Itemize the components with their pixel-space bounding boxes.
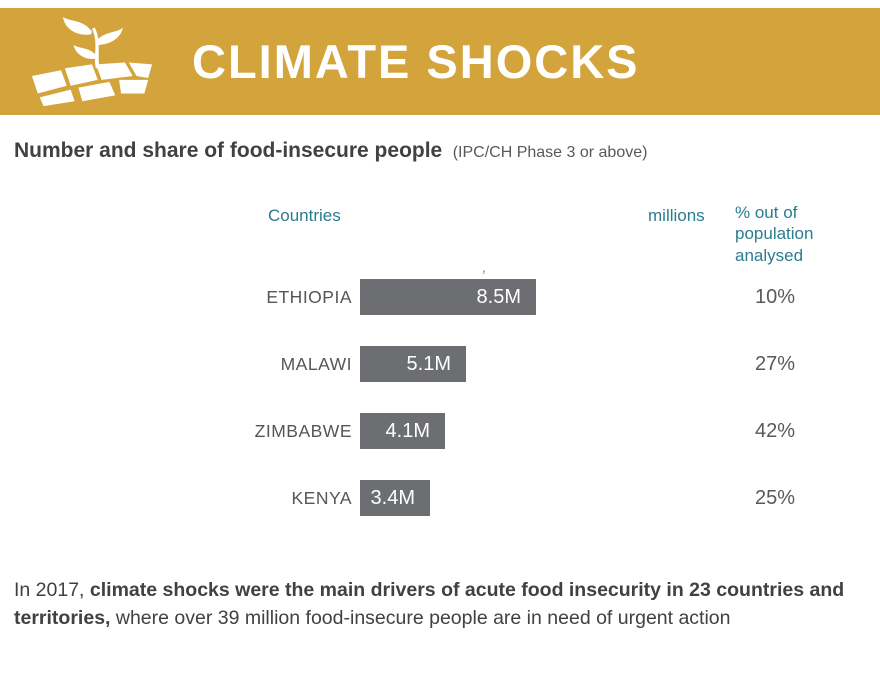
bar: 8.5M: [360, 279, 536, 315]
bar: 5.1M: [360, 346, 466, 382]
column-header-percent: % out of population analysed: [735, 203, 814, 265]
chart-row: MALAWI 5.1M 27%: [0, 346, 880, 382]
country-label: ZIMBABWE: [254, 420, 352, 441]
column-header-countries: Countries: [268, 206, 341, 225]
subtitle-main: Number and share of food-insecure people: [14, 139, 443, 162]
footer-text: In 2017, climate shocks were the main dr…: [14, 576, 862, 633]
bar-value-label: 5.1M: [406, 352, 451, 375]
sprout-cracked-soil-icon: [26, 16, 158, 108]
chart-subtitle: Number and share of food-insecure people…: [14, 139, 647, 163]
chart-rows: ETHIOPIA 8.5M 10% MALAWI 5.1M 27% ZIMBABWE 4.1M…: [0, 279, 880, 547]
country-label: MALAWI: [280, 353, 352, 374]
percent-label: 42%: [754, 419, 796, 442]
bar-value-label: 8.5M: [476, 285, 521, 308]
column-header-millions: millions: [648, 206, 705, 225]
percent-label: 27%: [754, 352, 796, 375]
country-label: ETHIOPIA: [266, 286, 352, 307]
percent-label: 10%: [754, 285, 796, 308]
header-banner: CLIMATE SHOCKS: [0, 8, 880, 115]
page-title: CLIMATE SHOCKS: [192, 35, 640, 88]
chart-row: ZIMBABWE 4.1M 42%: [0, 413, 880, 449]
footer-prefix: In 2017,: [14, 579, 90, 601]
bar-value-label: 4.1M: [385, 419, 430, 442]
country-label: KENYA: [291, 487, 352, 508]
subtitle-note: (IPC/CH Phase 3 or above): [452, 144, 648, 161]
bar: 3.4M: [360, 480, 430, 516]
footer-bold: climate shocks were the main drivers of …: [14, 579, 845, 630]
bar: 4.1M: [360, 413, 445, 449]
chart-row: KENYA 3.4M 25%: [0, 480, 880, 516]
bar-value-label: 3.4M: [370, 486, 415, 509]
percent-label: 25%: [754, 486, 796, 509]
footer-suffix: where over 39 million food-insecure peop…: [110, 607, 731, 630]
chart-row: ETHIOPIA 8.5M 10%: [0, 279, 880, 315]
